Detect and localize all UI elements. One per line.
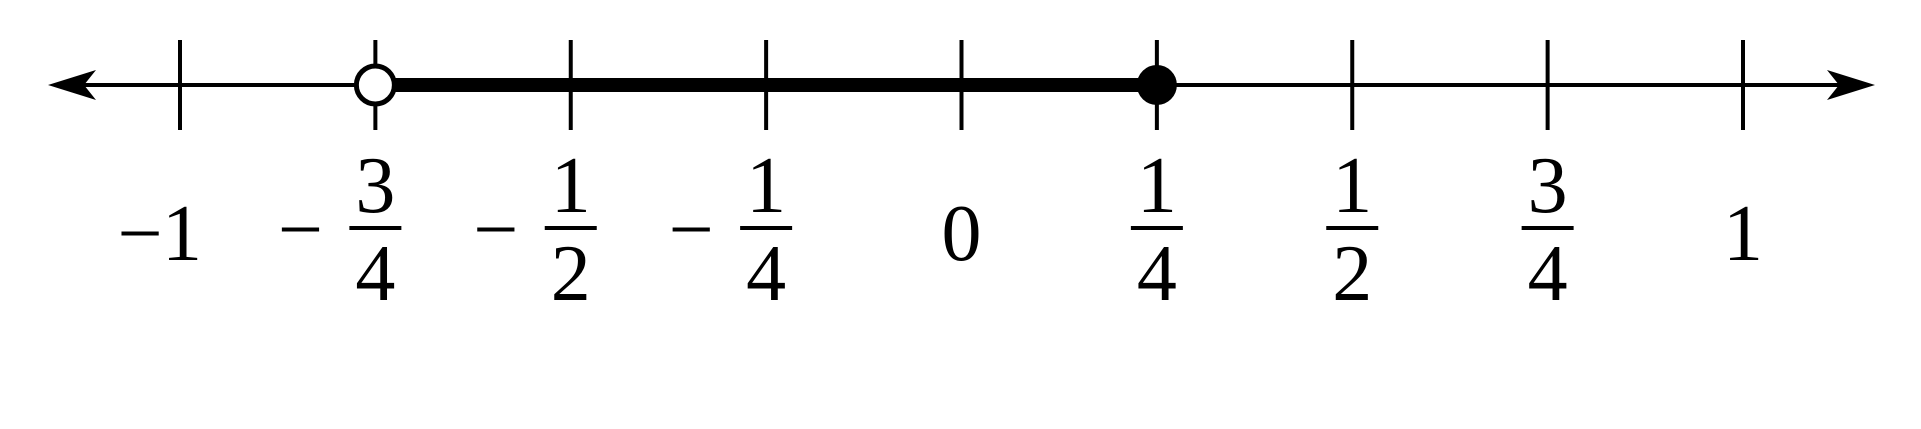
minus-sign: −	[473, 186, 518, 274]
whole-number: 1	[1723, 190, 1763, 278]
tick-label: 0	[942, 190, 982, 278]
fraction-denominator: 4	[355, 230, 395, 318]
minus-sign: −	[278, 186, 323, 274]
fraction-denominator: 2	[551, 230, 591, 318]
minus-sign: −	[117, 190, 162, 278]
fraction-numerator: 1	[746, 142, 786, 230]
fraction-denominator: 2	[1332, 230, 1372, 318]
right-arrow-icon	[1827, 70, 1875, 100]
whole-number: 1	[162, 190, 202, 278]
left-arrow-icon	[48, 70, 96, 100]
fraction-denominator: 4	[746, 230, 786, 318]
whole-number: 0	[942, 190, 982, 278]
tick-label: 1	[1723, 190, 1763, 278]
tick-label: 12	[1326, 142, 1379, 318]
fraction-numerator: 3	[1528, 142, 1568, 230]
interval-end-point	[1136, 65, 1177, 105]
minus-sign: −	[669, 186, 714, 274]
fraction-numerator: 1	[1332, 142, 1372, 230]
fraction-numerator: 1	[551, 142, 591, 230]
interval-start-point	[353, 63, 397, 107]
tick-label: 34	[1521, 142, 1574, 318]
tick-label: 14	[1130, 142, 1183, 318]
tick-label: 12−	[473, 142, 597, 318]
fraction-denominator: 4	[1137, 230, 1177, 318]
fraction-numerator: 1	[1137, 142, 1177, 230]
tick-label: 14−	[669, 142, 793, 318]
tick-label: 34−	[278, 142, 402, 318]
fraction-numerator: 3	[355, 142, 395, 230]
tick-label: −1	[117, 190, 202, 278]
fraction-denominator: 4	[1528, 230, 1568, 318]
